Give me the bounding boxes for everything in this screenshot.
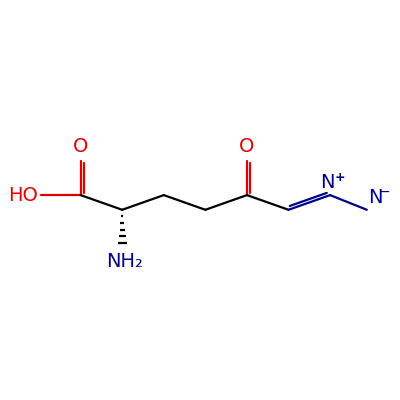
Text: NH₂: NH₂ — [106, 252, 143, 271]
Text: −: − — [378, 185, 390, 199]
Text: O: O — [239, 137, 255, 156]
Text: O: O — [73, 137, 88, 156]
Text: N: N — [368, 188, 383, 207]
Text: +: + — [334, 171, 345, 184]
Text: N: N — [320, 173, 335, 192]
Text: HO: HO — [8, 186, 38, 205]
